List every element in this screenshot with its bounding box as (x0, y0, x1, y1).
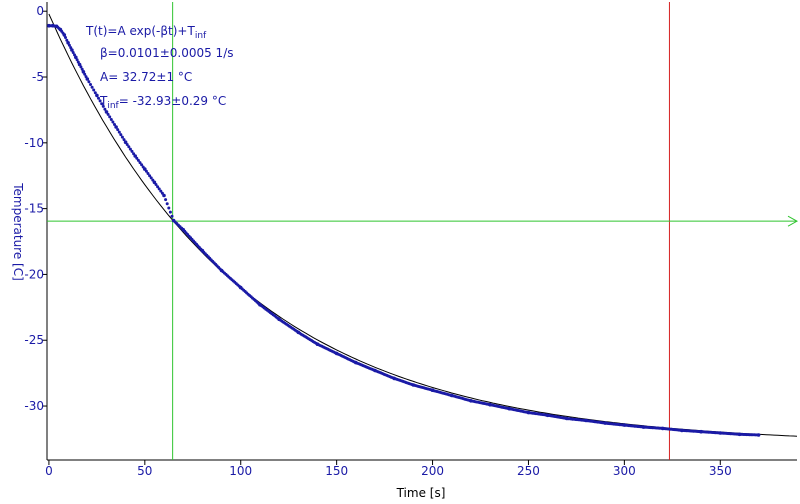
x-axis-label: Time [s] (396, 486, 446, 500)
data-point (138, 161, 142, 165)
data-point (65, 38, 69, 42)
data-point (122, 138, 126, 142)
data-point (95, 93, 99, 98)
data-point (93, 91, 97, 95)
x-tick-label: 0 (45, 464, 53, 478)
chart-axes (46, 2, 797, 461)
data-point (146, 172, 150, 175)
data-point (80, 67, 84, 71)
data-point (117, 130, 121, 134)
data-point (128, 147, 132, 151)
y-tick-label: -5 (32, 70, 44, 84)
data-point (74, 55, 78, 60)
y-axis-label: Temperature [C] (11, 182, 25, 281)
fit-amplitude: A= 32.72±1 °C (100, 70, 192, 84)
fit-beta: β=0.0101±0.0005 1/s (100, 46, 234, 60)
data-point (67, 43, 71, 47)
data-point (125, 143, 129, 146)
data-point (83, 72, 87, 76)
x-tick-label: 150 (325, 464, 348, 478)
x-tick-label: 300 (613, 464, 636, 478)
data-point (85, 77, 90, 81)
horizontal-cursor-arrow-icon (787, 215, 799, 227)
data-point (106, 112, 110, 116)
data-point (71, 51, 75, 54)
x-tick-label: 200 (421, 464, 444, 478)
data-point (157, 187, 161, 191)
y-tick-label: -15 (24, 202, 44, 216)
data-point (130, 149, 134, 153)
data-point (111, 120, 115, 124)
data-point (120, 135, 124, 139)
data-point (156, 185, 160, 189)
data-point (123, 140, 128, 144)
data-point (148, 174, 152, 178)
data-point (116, 128, 120, 132)
fit-annotation: T(t)=A exp(-βt)+Tinf β=0.0101±0.0005 1/s… (85, 24, 234, 111)
y-tick-label: -10 (24, 136, 44, 150)
y-tick-label: -25 (24, 333, 44, 347)
data-point (756, 433, 761, 437)
data-point (154, 183, 158, 186)
data-point (140, 163, 144, 167)
data-point (168, 210, 172, 214)
data-point (103, 107, 107, 111)
data-point (79, 65, 83, 69)
data-point (101, 104, 105, 108)
fit-formula: T(t)=A exp(-βt)+Tinf (85, 24, 207, 41)
data-point (144, 169, 148, 173)
data-point (66, 41, 70, 45)
data-point (64, 36, 67, 39)
data-point (92, 88, 96, 92)
y-tick-label: 0 (36, 4, 44, 18)
data-point (70, 48, 74, 52)
data-point (90, 85, 94, 89)
fit-tinf: Tinf= -32.93±0.29 °C (99, 94, 226, 111)
x-tick-label: 350 (709, 464, 732, 478)
data-point (77, 62, 82, 67)
data-point (164, 198, 168, 202)
data-point (135, 156, 139, 160)
data-point (89, 83, 92, 86)
data-point (75, 58, 79, 62)
data-point (159, 189, 163, 193)
data-point (127, 145, 131, 149)
data-point (136, 158, 140, 162)
x-ticks: 0 50 100 150 200 250 300 350 (45, 460, 732, 478)
x-tick-label: 50 (137, 464, 152, 478)
x-tick-label: 250 (517, 464, 540, 478)
y-tick-label: -30 (24, 399, 44, 413)
data-point (62, 33, 67, 37)
data-point (162, 193, 166, 198)
data-point (108, 115, 112, 119)
data-point (81, 70, 86, 74)
data-point (100, 102, 104, 106)
data-point (119, 133, 123, 137)
data-point (104, 110, 109, 114)
data-point (87, 80, 91, 84)
y-ticks: 0 -5 -10 -15 -20 -25 -30 (24, 4, 47, 413)
data-point (167, 206, 171, 210)
data-point (170, 214, 174, 218)
data-point (98, 99, 102, 103)
data-point (109, 118, 113, 121)
data-point (97, 96, 100, 100)
data-point (113, 123, 116, 126)
data-point (149, 176, 153, 180)
data-point (114, 125, 118, 129)
y-tick-label: -20 (24, 267, 44, 281)
data-points (47, 23, 761, 437)
data-point (165, 202, 169, 206)
x-tick-label: 100 (229, 464, 252, 478)
